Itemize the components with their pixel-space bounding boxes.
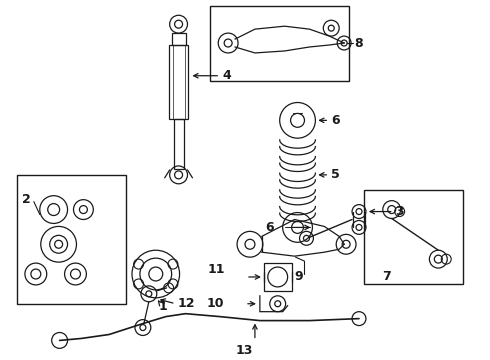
Text: 2: 2 [22,193,31,206]
Text: 4: 4 [222,69,231,82]
Text: 1: 1 [159,300,168,313]
Text: 6: 6 [331,114,340,127]
Text: 3: 3 [396,205,404,218]
Text: 7: 7 [382,270,391,283]
Text: 9: 9 [294,270,303,283]
Bar [17,175,126,304]
Bar [173,120,184,169]
Text: 5: 5 [331,168,340,181]
Bar [169,45,189,120]
Text: 13: 13 [235,344,252,357]
Bar [172,33,186,45]
Text: 12: 12 [177,297,195,310]
Text: 11: 11 [208,262,225,275]
Text: 10: 10 [207,297,224,310]
Text: 6: 6 [265,221,273,234]
Bar [264,263,292,291]
Text: 8: 8 [354,36,363,50]
Bar [364,190,463,284]
Bar [210,6,349,81]
